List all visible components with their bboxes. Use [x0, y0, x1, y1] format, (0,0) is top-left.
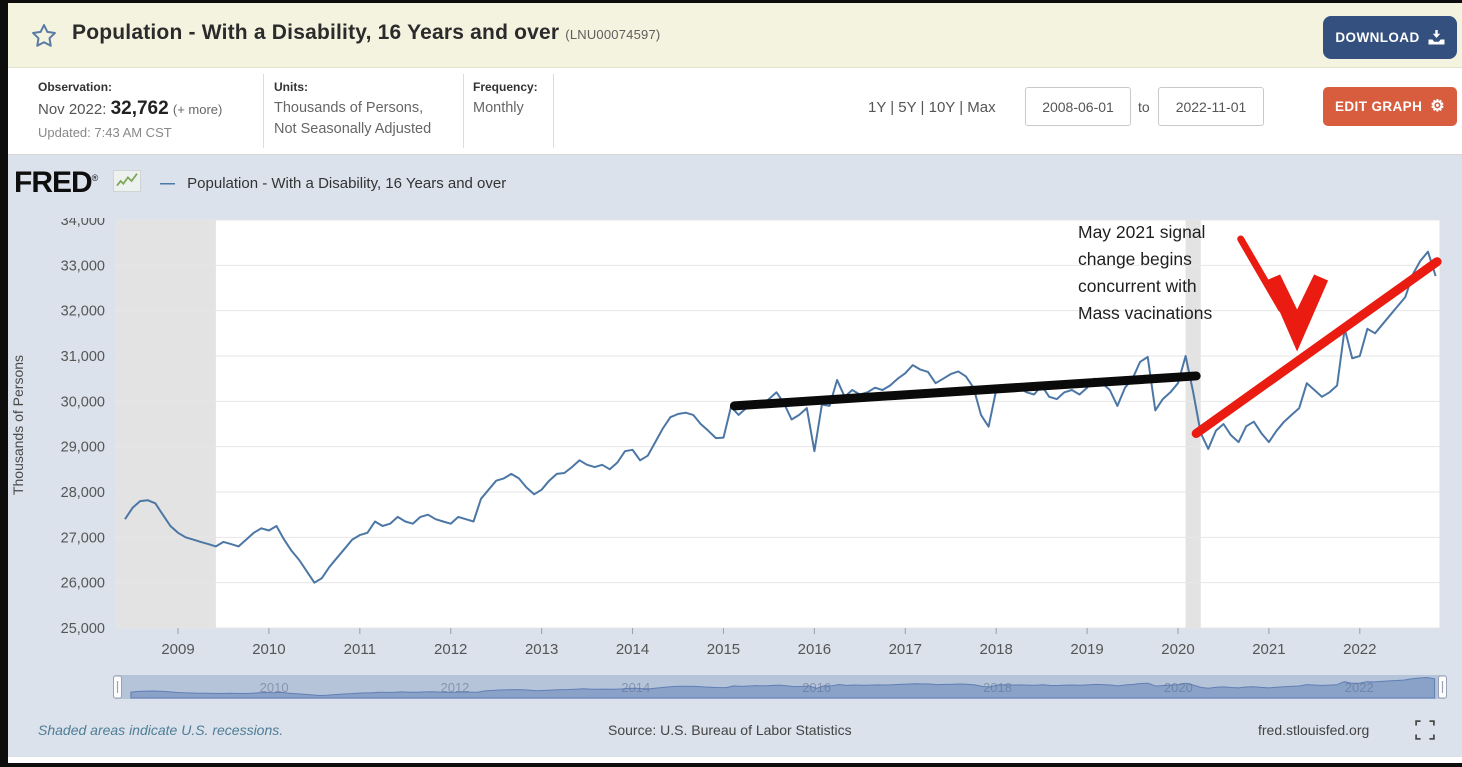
legend-line-swatch: —: [160, 175, 175, 192]
start-date-input[interactable]: [1025, 87, 1131, 126]
observation-value-line: Nov 2022: 32,762 (+ more): [38, 98, 223, 119]
observation-more-link[interactable]: (+ more): [172, 102, 223, 117]
fred-sparkline-icon: [113, 170, 141, 192]
page-title: Population - With a Disability, 16 Years…: [72, 21, 661, 44]
black-trend-line: [729, 371, 1201, 411]
fred-logo[interactable]: FRED®: [14, 166, 98, 199]
bottom-border: [0, 763, 1462, 767]
y-tick-label: 31,000: [61, 349, 105, 365]
slider-year-label: 2016: [802, 680, 831, 695]
x-tick-label: 2018: [979, 641, 1012, 658]
x-tick-label: 2010: [252, 641, 285, 658]
divider: [463, 74, 464, 148]
x-tick-label: 2012: [434, 641, 467, 658]
units-label: Units:: [274, 80, 308, 94]
y-tick-label: 30,000: [61, 394, 105, 410]
x-tick-label: 2009: [161, 641, 194, 658]
download-button[interactable]: DOWNLOAD: [1323, 16, 1457, 59]
download-icon: [1428, 30, 1445, 45]
header: Population - With a Disability, 16 Years…: [0, 3, 1462, 68]
x-tick-label: 2022: [1343, 641, 1376, 658]
y-tick-label: 25,000: [61, 621, 105, 637]
y-tick-label: 32,000: [61, 304, 105, 320]
left-border: [0, 0, 8, 767]
recession-note: Shaded areas indicate U.S. recessions.: [38, 722, 284, 738]
y-tick-label: 33,000: [61, 258, 105, 274]
slider-area-chart: [130, 676, 1436, 699]
red-arrow-head: [1266, 274, 1329, 352]
recession-band: [1185, 220, 1201, 628]
updated-timestamp: Updated: 7:43 AM CST: [38, 125, 172, 140]
divider: [553, 74, 554, 148]
info-bar: Observation: Nov 2022: 32,762 (+ more) U…: [0, 68, 1462, 155]
y-tick-label: 29,000: [61, 440, 105, 456]
main-chart[interactable]: 34,000 33,000 32,000 31,000 30,000 29,000 28,0…: [0, 218, 1462, 668]
slider-year-label: 2012: [440, 680, 469, 695]
range-shortcut-links[interactable]: 1Y | 5Y | 10Y | Max: [868, 99, 996, 116]
units-value: Thousands of Persons, Not Seasonally Adj…: [274, 100, 432, 137]
annotation-text: May 2021 signal change begins concurrent…: [1078, 222, 1213, 323]
slider-handle-left[interactable]: [113, 675, 122, 699]
gear-icon: ⚙: [1430, 97, 1445, 115]
observation-block: Observation: Nov 2022: 32,762 (+ more) U…: [38, 80, 222, 140]
top-border: [0, 0, 1462, 3]
y-tick-label: 28,000: [61, 485, 105, 501]
x-tick-label: 2011: [344, 641, 376, 658]
x-tick-label: 2014: [616, 641, 649, 658]
x-tick-label: 2020: [1161, 641, 1194, 658]
units-block: Units: Thousands of Persons, Not Seasona…: [274, 80, 431, 140]
recession-band: [115, 220, 216, 628]
x-tick-label: 2019: [1070, 641, 1103, 658]
favorite-star-icon[interactable]: [30, 22, 58, 50]
x-tick-label: 2017: [889, 641, 922, 658]
slider-year-label: 2020: [1164, 680, 1193, 695]
observation-label: Observation:: [38, 80, 113, 94]
slider-year-label: 2018: [983, 680, 1012, 695]
slider-year-label: 2010: [260, 680, 289, 695]
date-range-slider[interactable]: 2010 2012 2014 2016 2018 2020 2022: [113, 674, 1447, 701]
edit-graph-button[interactable]: EDIT GRAPH ⚙: [1323, 87, 1457, 126]
frequency-value: Monthly: [473, 100, 524, 116]
observation-value: 32,762: [110, 98, 169, 119]
y-tick-label: 27,000: [61, 530, 105, 546]
site-link[interactable]: fred.stlouisfed.org: [1258, 722, 1370, 738]
frequency-label: Frequency:: [473, 80, 538, 94]
x-tick-label: 2016: [798, 641, 831, 658]
source-text: Source: U.S. Bureau of Labor Statistics: [608, 722, 852, 738]
chart-section: FRED® — Population - With a Disability, …: [0, 155, 1462, 763]
fullscreen-icon[interactable]: [1415, 720, 1435, 740]
y-tick-label: 26,000: [61, 576, 105, 592]
slider-handle-right[interactable]: [1438, 675, 1447, 699]
red-trend-line: [1191, 257, 1442, 439]
bottom-margin: [0, 757, 1462, 763]
divider: [263, 74, 264, 148]
slider-year-label: 2022: [1345, 680, 1374, 695]
series-line[interactable]: [124, 250, 1437, 584]
end-date-input[interactable]: [1158, 87, 1264, 126]
legend-label: Population - With a Disability, 16 Years…: [187, 175, 507, 192]
x-tick-label: 2013: [525, 641, 558, 658]
x-tick-label: 2015: [707, 641, 740, 658]
x-tick-label: 2021: [1252, 641, 1285, 658]
date-to-label: to: [1138, 99, 1150, 115]
chart-legend: — Population - With a Disability, 16 Yea…: [160, 175, 506, 192]
y-tick-label: 34,000: [61, 218, 105, 229]
slider-year-label: 2014: [621, 680, 650, 695]
frequency-block: Frequency: Monthly: [473, 80, 538, 119]
series-id: (LNU00074597): [565, 27, 661, 42]
